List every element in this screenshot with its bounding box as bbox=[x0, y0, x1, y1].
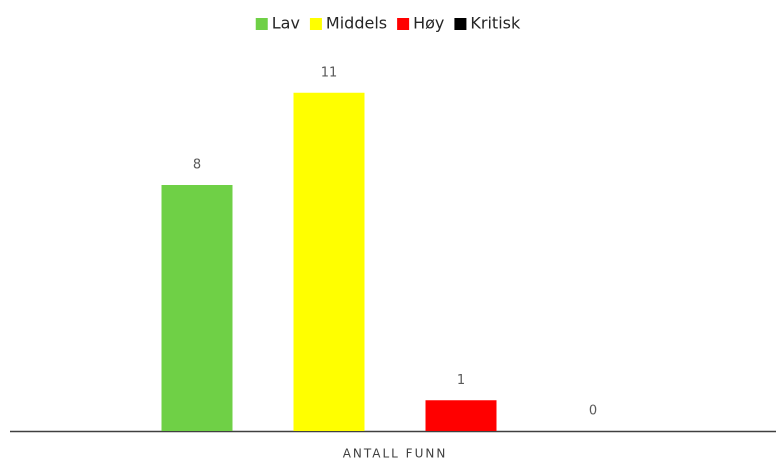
bar bbox=[293, 92, 365, 431]
legend-label: Lav bbox=[272, 14, 300, 33]
legend-swatch bbox=[454, 18, 467, 30]
legend-label: Middels bbox=[326, 14, 387, 33]
bar bbox=[425, 400, 497, 431]
bar bbox=[161, 185, 233, 431]
data-label: 11 bbox=[321, 65, 338, 80]
data-label: 1 bbox=[457, 373, 465, 388]
legend-label: Kritisk bbox=[470, 14, 521, 33]
legend-swatch bbox=[397, 18, 410, 30]
x-tick-label: ANTALL FUNN bbox=[343, 447, 448, 460]
legend-swatch bbox=[255, 18, 268, 30]
legend-label: Høy bbox=[413, 14, 444, 33]
legend-swatch bbox=[309, 18, 322, 30]
data-label: 8 bbox=[193, 158, 201, 173]
data-label: 0 bbox=[589, 404, 597, 419]
